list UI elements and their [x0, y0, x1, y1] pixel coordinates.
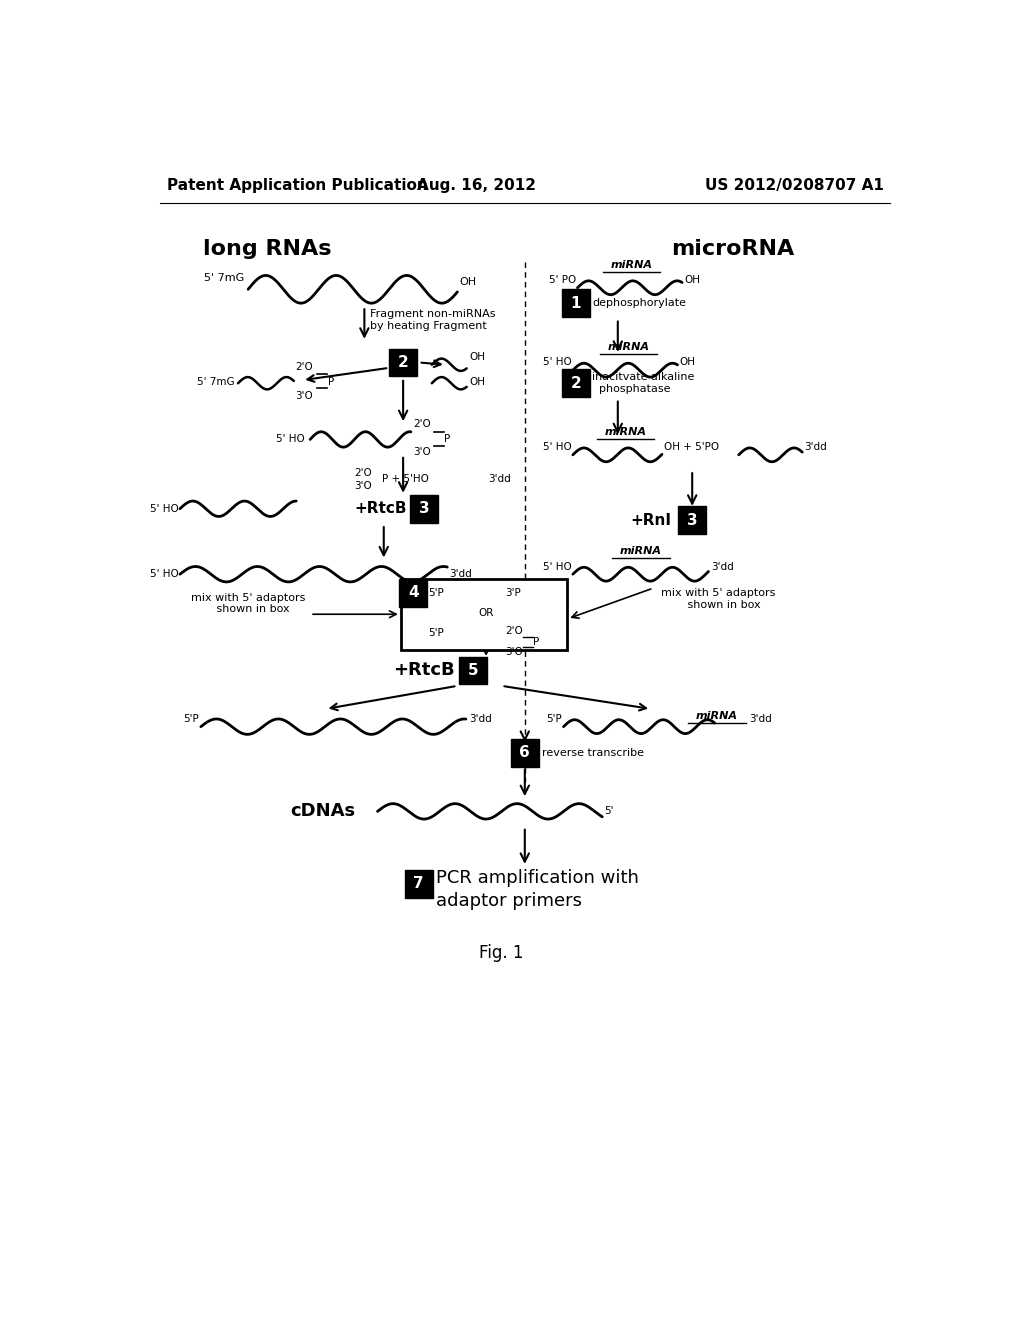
Text: 3'dd: 3'dd — [450, 569, 472, 579]
Text: miRNA: miRNA — [696, 711, 738, 721]
Text: 3'O: 3'O — [414, 447, 431, 457]
FancyBboxPatch shape — [678, 507, 707, 535]
Text: 5'P: 5'P — [183, 714, 200, 723]
Text: Fragment non-miRNAs
by heating Fragment: Fragment non-miRNAs by heating Fragment — [370, 309, 496, 331]
Text: 5' HO: 5' HO — [543, 561, 571, 572]
Text: 5' HO: 5' HO — [150, 569, 178, 579]
Text: reverse transcribe: reverse transcribe — [542, 748, 644, 758]
Text: 2'O: 2'O — [295, 363, 313, 372]
Text: OH: OH — [684, 275, 700, 285]
Text: Aug. 16, 2012: Aug. 16, 2012 — [417, 178, 537, 193]
FancyBboxPatch shape — [511, 739, 539, 767]
Text: 3'dd: 3'dd — [488, 474, 511, 484]
Text: microRNA: microRNA — [671, 239, 795, 259]
Text: OH: OH — [460, 277, 477, 286]
Text: 5': 5' — [604, 807, 614, 816]
Text: 3'P: 3'P — [506, 587, 521, 598]
Text: 2: 2 — [570, 376, 582, 391]
Text: adaptor primers: adaptor primers — [436, 892, 583, 911]
Text: miRNA: miRNA — [604, 428, 646, 437]
FancyBboxPatch shape — [562, 289, 590, 317]
Text: 3: 3 — [687, 512, 697, 528]
Text: 5'P: 5'P — [428, 628, 443, 638]
Text: P + 5'HO: P + 5'HO — [382, 474, 429, 484]
Text: OH: OH — [469, 352, 485, 362]
Text: 5: 5 — [468, 663, 478, 678]
Text: 2'O: 2'O — [414, 420, 431, 429]
Text: 1: 1 — [570, 296, 582, 310]
Text: P: P — [532, 638, 539, 647]
FancyBboxPatch shape — [459, 656, 486, 684]
Text: PCR amplification with: PCR amplification with — [436, 870, 639, 887]
Text: cDNAs: cDNAs — [291, 803, 356, 820]
Text: Fig. 1: Fig. 1 — [479, 944, 524, 962]
Text: 5' 7mG: 5' 7mG — [198, 376, 234, 387]
Text: dephosphorylate: dephosphorylate — [592, 298, 686, 308]
Text: miRNA: miRNA — [610, 260, 652, 271]
Text: 2'O: 2'O — [354, 467, 372, 478]
Text: 6: 6 — [519, 746, 530, 760]
Text: 3'O: 3'O — [506, 647, 523, 657]
Text: 3'dd: 3'dd — [469, 714, 492, 723]
Text: 5' HO: 5' HO — [543, 442, 571, 453]
Text: Patent Application Publication: Patent Application Publication — [167, 178, 427, 193]
Text: miRNA: miRNA — [621, 546, 663, 557]
FancyBboxPatch shape — [410, 495, 438, 523]
Text: +RtcB: +RtcB — [393, 661, 455, 680]
Text: US 2012/0208707 A1: US 2012/0208707 A1 — [705, 178, 884, 193]
Text: 5' 7mG: 5' 7mG — [204, 273, 245, 282]
Text: 3'O: 3'O — [354, 480, 372, 491]
Text: 3: 3 — [419, 502, 429, 516]
Text: OR: OR — [478, 607, 494, 618]
Text: 2: 2 — [397, 355, 409, 370]
Bar — [400, 579, 567, 649]
Text: 2'O: 2'O — [506, 626, 523, 636]
Text: 3'dd: 3'dd — [750, 714, 772, 723]
Text: 3'dd: 3'dd — [711, 561, 733, 572]
Text: mix with 5' adaptors
   shown in box: mix with 5' adaptors shown in box — [662, 587, 776, 610]
Text: 5'P: 5'P — [428, 587, 443, 598]
Text: P: P — [328, 376, 334, 387]
Text: mix with 5' adaptors
   shown in box: mix with 5' adaptors shown in box — [190, 593, 305, 614]
FancyBboxPatch shape — [562, 370, 590, 397]
Text: P: P — [444, 434, 451, 445]
Text: 5' HO: 5' HO — [150, 504, 178, 513]
Text: +RnI: +RnI — [630, 512, 671, 528]
FancyBboxPatch shape — [404, 870, 432, 898]
Text: 5' PO: 5' PO — [549, 275, 575, 285]
Text: 7: 7 — [414, 876, 424, 891]
Text: miRNA: miRNA — [607, 342, 649, 352]
Text: inacitvate alkaline
  phosphatase: inacitvate alkaline phosphatase — [592, 372, 694, 395]
FancyBboxPatch shape — [399, 579, 427, 607]
Text: 3'dd: 3'dd — [805, 442, 827, 453]
FancyBboxPatch shape — [389, 348, 417, 376]
Text: OH: OH — [680, 358, 695, 367]
Text: 5' HO: 5' HO — [275, 434, 305, 445]
Text: long RNAs: long RNAs — [203, 239, 332, 259]
Text: 5'P: 5'P — [546, 714, 562, 723]
Text: OH: OH — [469, 376, 485, 387]
Text: OH + 5'PO: OH + 5'PO — [665, 442, 720, 453]
Text: 3'O: 3'O — [295, 391, 313, 401]
Text: +RtcB: +RtcB — [354, 502, 407, 516]
Text: 4: 4 — [408, 585, 419, 601]
Text: 5' HO: 5' HO — [543, 358, 571, 367]
